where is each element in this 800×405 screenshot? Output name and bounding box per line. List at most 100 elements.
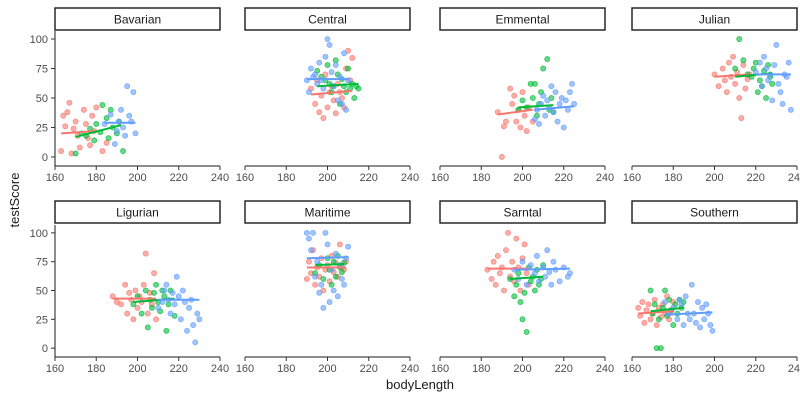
data-point bbox=[76, 144, 83, 151]
data-point bbox=[124, 310, 131, 317]
data-point bbox=[647, 316, 654, 323]
facet-strip bbox=[54, 7, 221, 31]
data-point bbox=[653, 322, 660, 328]
data-point bbox=[544, 56, 551, 62]
x-tick-label: 160 bbox=[46, 172, 64, 184]
data-point bbox=[324, 241, 331, 248]
panel-central: Central 160 180 200 220 240 bbox=[236, 7, 419, 184]
data-point bbox=[517, 124, 524, 131]
x-tick-label: 240 bbox=[211, 172, 229, 184]
x-tick-label: 220 bbox=[555, 172, 573, 184]
data-point bbox=[763, 95, 769, 101]
x-tick-label: 180 bbox=[472, 172, 490, 184]
data-point bbox=[769, 80, 776, 87]
x-tick-label: 180 bbox=[664, 172, 682, 184]
data-point bbox=[771, 62, 778, 68]
data-point bbox=[184, 327, 190, 334]
data-point bbox=[339, 269, 345, 275]
x-tick-label: 160 bbox=[431, 363, 449, 375]
x-tick-label: 220 bbox=[360, 363, 378, 375]
data-point bbox=[655, 316, 662, 323]
regression-line bbox=[510, 275, 544, 280]
data-point bbox=[517, 299, 524, 305]
x-tick-label: 240 bbox=[211, 363, 229, 375]
x-tick-label: 240 bbox=[596, 363, 614, 375]
data-point bbox=[118, 106, 124, 113]
data-point bbox=[509, 100, 516, 107]
data-point bbox=[498, 154, 505, 160]
data-point bbox=[536, 278, 542, 285]
data-point bbox=[120, 124, 126, 131]
data-point bbox=[113, 128, 120, 134]
data-point bbox=[62, 123, 69, 130]
data-point bbox=[693, 319, 699, 326]
data-point bbox=[155, 304, 162, 311]
data-point bbox=[70, 125, 77, 132]
data-point bbox=[707, 322, 714, 328]
data-point bbox=[759, 83, 765, 90]
y-tick-label: 0 bbox=[42, 343, 48, 355]
panel-bavarian: Bavarian 0 25 50 75 100 160 180 200 220 240 bbox=[30, 7, 229, 184]
x-tick-label: 220 bbox=[747, 172, 765, 184]
facet-strip bbox=[244, 7, 411, 31]
regression-line bbox=[310, 89, 353, 96]
y-tick-label: 100 bbox=[30, 228, 48, 240]
data-point bbox=[163, 327, 170, 334]
data-point bbox=[126, 112, 133, 119]
data-point bbox=[763, 65, 769, 72]
data-point bbox=[701, 316, 708, 323]
panel-emmental: Emmental 160 180 200 220 240 bbox=[431, 7, 614, 184]
data-point bbox=[60, 112, 67, 119]
facet-strip-label: Maritime bbox=[304, 206, 350, 220]
data-point bbox=[320, 115, 327, 121]
data-point bbox=[503, 118, 509, 125]
data-point bbox=[548, 83, 555, 90]
data-point bbox=[120, 148, 126, 154]
data-point bbox=[519, 316, 526, 323]
y-tick-label: 50 bbox=[36, 93, 48, 105]
data-point bbox=[192, 339, 199, 346]
data-point bbox=[330, 287, 337, 294]
data-point bbox=[635, 304, 642, 311]
panel-ligurian: Ligurian 0 25 50 75 100 160 180 200 220 240 bbox=[30, 200, 229, 375]
data-point bbox=[787, 106, 794, 113]
data-point bbox=[196, 316, 203, 323]
data-point bbox=[322, 229, 329, 236]
data-point bbox=[306, 258, 312, 265]
data-point bbox=[513, 118, 520, 125]
regression-line bbox=[315, 262, 345, 267]
data-point bbox=[779, 100, 786, 107]
data-point bbox=[105, 135, 112, 141]
data-point bbox=[349, 55, 356, 61]
data-point bbox=[546, 269, 553, 275]
data-point bbox=[328, 69, 335, 75]
data-point bbox=[511, 92, 518, 99]
data-point bbox=[332, 110, 339, 117]
data-point bbox=[523, 128, 530, 134]
data-point bbox=[345, 243, 352, 250]
data-point bbox=[142, 250, 149, 257]
data-point bbox=[723, 89, 730, 96]
data-point bbox=[190, 322, 197, 328]
data-point bbox=[306, 235, 312, 242]
x-tick-label: 240 bbox=[788, 172, 800, 184]
data-point bbox=[58, 148, 65, 154]
data-point bbox=[680, 322, 687, 328]
data-point bbox=[531, 287, 538, 294]
data-point bbox=[99, 148, 106, 154]
data-point bbox=[521, 289, 528, 296]
data-point bbox=[519, 89, 526, 96]
data-point bbox=[674, 316, 681, 323]
data-point bbox=[324, 104, 331, 111]
data-point bbox=[662, 287, 668, 294]
data-point bbox=[742, 85, 749, 92]
regression-line bbox=[518, 104, 554, 109]
facet-strip-label: Southern bbox=[690, 206, 739, 220]
data-point bbox=[536, 121, 542, 127]
data-point bbox=[552, 89, 559, 96]
data-point bbox=[179, 287, 186, 294]
data-point bbox=[730, 53, 736, 60]
x-tick-label: 200 bbox=[513, 363, 531, 375]
facet-strip bbox=[54, 200, 221, 224]
